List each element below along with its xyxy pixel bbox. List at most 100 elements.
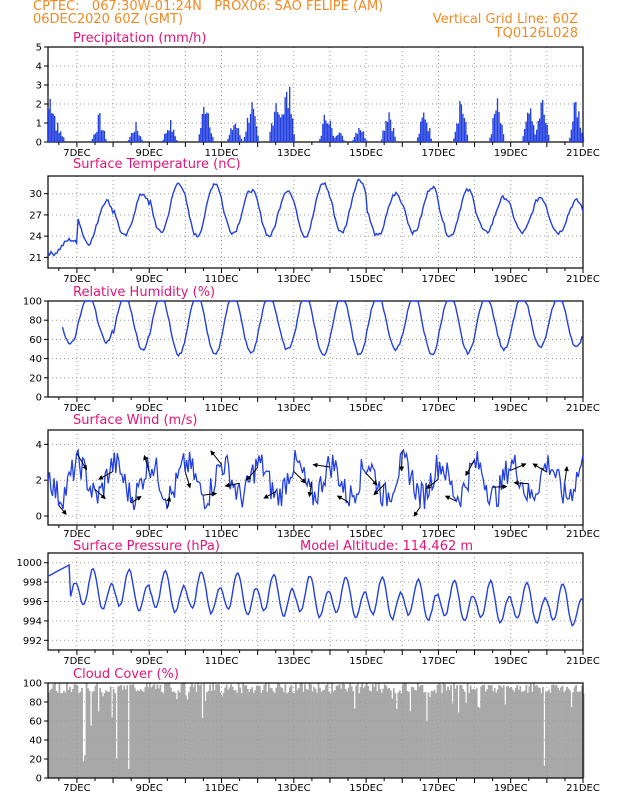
cloud-cover-bar	[542, 686, 544, 778]
cloud-cover-bar	[389, 690, 392, 778]
x-tick-label: 21DEC	[566, 403, 600, 414]
cloud-cover-bar	[561, 685, 564, 778]
x-tick-label: 19DEC	[494, 783, 528, 794]
precip-bar	[201, 113, 203, 142]
precip-bar	[276, 112, 279, 142]
precip-bar	[331, 128, 333, 142]
cloud-cover-bar	[320, 691, 323, 778]
cloud-cover-bar	[79, 691, 82, 778]
cloud-cover-bar	[566, 686, 568, 778]
cloud-cover-bar	[246, 689, 249, 778]
cloud-cover-bar	[100, 692, 103, 778]
cloud-cover-bar	[285, 693, 288, 778]
cloud-cover-bar	[523, 690, 526, 778]
precip-bar	[343, 140, 345, 142]
precip-bar	[233, 125, 235, 142]
cloud-cover-bar	[478, 707, 481, 778]
precip-bar	[548, 134, 550, 142]
cloud-cover-bar	[438, 683, 440, 778]
precip-bar	[543, 114, 545, 142]
cloud-cover-bar	[466, 683, 469, 778]
wind-arrow	[373, 484, 385, 496]
wind-arrow	[245, 467, 259, 481]
precip-bar	[581, 132, 583, 142]
precip-bar	[537, 120, 539, 142]
cloud-cover-bar	[403, 683, 406, 778]
panel-subtitle: Model Altitude: 114.462 m	[300, 539, 473, 554]
precip-bar	[209, 127, 211, 142]
precip-bar	[173, 129, 175, 142]
cloud-cover-bar	[231, 686, 234, 778]
cloud-cover-bar	[198, 685, 201, 778]
temperature-line	[47, 178, 584, 257]
cloud-cover-bar	[573, 687, 576, 778]
cloud-cover-bar	[501, 687, 504, 778]
wind-arrow	[293, 471, 306, 484]
cloud-cover-bar	[276, 683, 279, 778]
precip-bar	[251, 102, 253, 142]
x-tick-label: 9DEC	[136, 529, 163, 540]
precip-bar	[417, 137, 419, 142]
cloud-cover-bar	[508, 687, 511, 778]
cloud-cover-bar	[358, 693, 361, 778]
y-tick-label: 2	[36, 100, 42, 111]
cloud-cover-bar	[61, 693, 64, 778]
cloud-cover-bar	[343, 684, 346, 778]
cloud-cover-bar	[272, 691, 275, 778]
x-tick-label: 17DEC	[422, 656, 456, 667]
wind-arrow	[444, 495, 457, 502]
x-tick-label: 13DEC	[277, 403, 311, 414]
precip-bar	[278, 114, 280, 142]
precip-bar	[133, 131, 136, 142]
cloud-cover-bar	[522, 691, 525, 778]
cloud-cover-bar	[496, 689, 499, 778]
cloud-cover-bar	[563, 692, 565, 778]
precip-bar	[129, 136, 131, 142]
cloud-cover-bar	[388, 688, 391, 778]
cloud-cover-bar	[376, 691, 379, 778]
cloud-cover-bar	[142, 691, 145, 778]
precip-bar	[355, 132, 357, 142]
cloud-cover-bar	[126, 685, 129, 778]
cloud-cover-bar	[373, 686, 376, 778]
precip-bar	[57, 122, 59, 142]
precip-bar	[176, 140, 178, 142]
precip-bar	[163, 133, 166, 142]
precip-bar	[501, 124, 503, 142]
cloud-cover-bar	[454, 688, 457, 778]
cloud-cover-bar	[490, 685, 493, 778]
precip-bar	[60, 131, 62, 142]
cloud-cover-bar	[191, 683, 193, 778]
precip-bar	[292, 118, 294, 142]
cloud-cover-bar	[75, 684, 77, 778]
precip-bar	[525, 121, 527, 142]
precip-bar	[243, 136, 246, 142]
cloud-cover-bar	[233, 690, 236, 778]
cloud-cover-bar	[337, 685, 339, 778]
cloud-cover-bar	[448, 689, 451, 778]
cloud-cover-bar	[499, 686, 502, 778]
cloud-cover-bar	[395, 709, 398, 778]
cloud-cover-bar	[582, 693, 585, 778]
cloud-cover-bar	[179, 692, 181, 778]
cloud-cover-bar	[380, 692, 383, 778]
y-tick-label: 1000	[17, 558, 42, 569]
cloud-cover-bar	[444, 684, 446, 778]
x-tick-label: 21DEC	[566, 529, 600, 540]
precip-bar	[531, 121, 533, 142]
precip-bar	[578, 111, 580, 142]
precip-bar	[499, 123, 502, 142]
cloud-cover-bar	[299, 683, 302, 778]
cloud-cover-bar	[84, 755, 86, 778]
x-tick-label: 7DEC	[63, 529, 90, 540]
y-tick-label: 60	[29, 717, 42, 728]
precip-bar	[462, 113, 464, 142]
cloud-cover-bar	[106, 691, 109, 778]
wind-arrow	[510, 463, 527, 471]
cloud-cover-bar	[60, 693, 62, 778]
cloud-cover-bar	[462, 689, 465, 778]
precip-bar	[498, 112, 500, 142]
precip-bar	[454, 131, 457, 142]
cloud-cover-bar	[52, 684, 55, 778]
y-tick-label: 21	[29, 253, 42, 264]
